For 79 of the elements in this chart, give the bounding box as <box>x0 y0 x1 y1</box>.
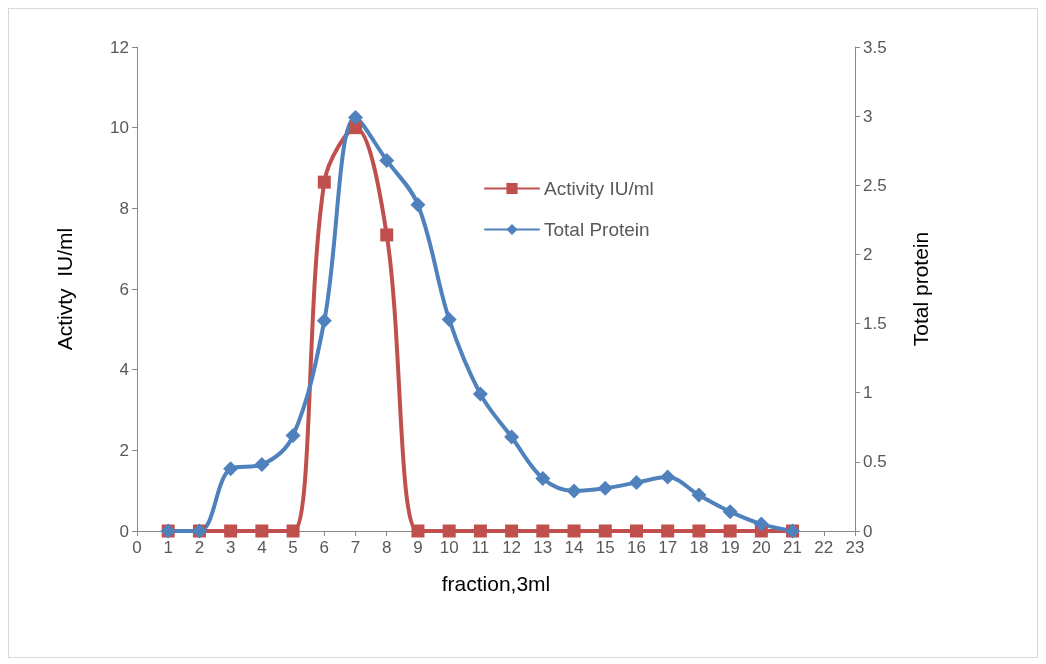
point <box>317 175 331 189</box>
point <box>505 524 519 538</box>
point <box>629 524 643 538</box>
y-tick-label: 10 <box>110 118 129 138</box>
point <box>567 524 581 538</box>
legend-label: Total Protein <box>544 219 650 240</box>
x-tick-label: 22 <box>814 538 834 557</box>
y-tick-label: 2 <box>119 440 129 460</box>
point <box>504 429 520 445</box>
point <box>441 311 457 327</box>
y-tick-label: 0 <box>119 521 129 541</box>
x-tick-label: 21 <box>783 538 803 557</box>
x-tick-label: 19 <box>720 538 740 557</box>
point <box>442 524 456 538</box>
x-axis-title: fraction,3ml <box>441 572 551 595</box>
point <box>473 524 487 538</box>
y2-tick-label: 2 <box>863 244 873 264</box>
legend-label: Activity IU/ml <box>544 178 654 199</box>
point <box>566 483 582 499</box>
y2-tick-label: 2.5 <box>863 175 887 195</box>
point <box>691 487 707 503</box>
point <box>597 480 613 496</box>
point <box>628 475 644 491</box>
x-tick-label: 18 <box>689 538 709 557</box>
point <box>285 428 301 444</box>
y2-tick-label: 0 <box>863 521 873 541</box>
x-tick-label: 20 <box>751 538 771 557</box>
point <box>536 524 550 538</box>
y-axis-title: Activty IU/ml <box>53 227 76 351</box>
x-tick-label: 1 <box>163 538 173 557</box>
x-tick-label: 13 <box>533 538 553 557</box>
point <box>692 524 706 538</box>
y2-axis-title: Total protein <box>909 231 932 347</box>
x-tick-label: 8 <box>382 538 392 557</box>
point <box>255 524 269 538</box>
point <box>535 470 551 486</box>
point <box>660 469 676 485</box>
y2-tick-label: 0.5 <box>863 452 887 472</box>
point <box>379 152 395 168</box>
x-tick-label: 2 <box>194 538 205 557</box>
point <box>316 313 332 329</box>
x-tick-label: 6 <box>319 538 330 557</box>
point <box>410 197 426 213</box>
y-tick-label: 4 <box>119 360 129 380</box>
point <box>723 524 737 538</box>
x-tick-label: 3 <box>225 538 236 557</box>
y2-tick-label: 3.5 <box>863 37 887 57</box>
y2-tick-label: 1 <box>863 383 873 403</box>
x-tick-label: 16 <box>627 538 646 557</box>
point <box>380 228 394 242</box>
y-tick-label: 8 <box>119 198 129 218</box>
x-tick-label: 11 <box>471 538 490 557</box>
point <box>286 524 300 538</box>
point <box>348 110 364 126</box>
point <box>411 524 425 538</box>
point <box>254 457 270 473</box>
point <box>472 386 488 402</box>
x-tick-label: 4 <box>257 538 267 557</box>
x-tick-label: 10 <box>439 538 459 557</box>
x-tick-label: 14 <box>564 538 584 557</box>
point <box>598 524 612 538</box>
y-tick-label: 12 <box>110 37 129 57</box>
y-tick-label: 6 <box>119 279 129 299</box>
point <box>223 461 239 477</box>
x-tick-label: 17 <box>658 538 678 557</box>
point <box>224 524 238 538</box>
point <box>661 524 675 538</box>
point <box>753 516 769 532</box>
x-tick-label: 12 <box>502 538 522 557</box>
x-tick-label: 5 <box>288 538 298 557</box>
x-tick-label: 15 <box>595 538 615 557</box>
x-tick-label: 23 <box>845 538 865 557</box>
x-tick-label: 9 <box>413 538 423 557</box>
y2-tick-label: 1.5 <box>863 314 887 334</box>
point <box>722 504 738 520</box>
y2-tick-label: 3 <box>863 106 873 126</box>
x-tick-label: 7 <box>350 538 361 557</box>
point <box>349 121 363 135</box>
x-tick-label: 0 <box>132 538 142 557</box>
